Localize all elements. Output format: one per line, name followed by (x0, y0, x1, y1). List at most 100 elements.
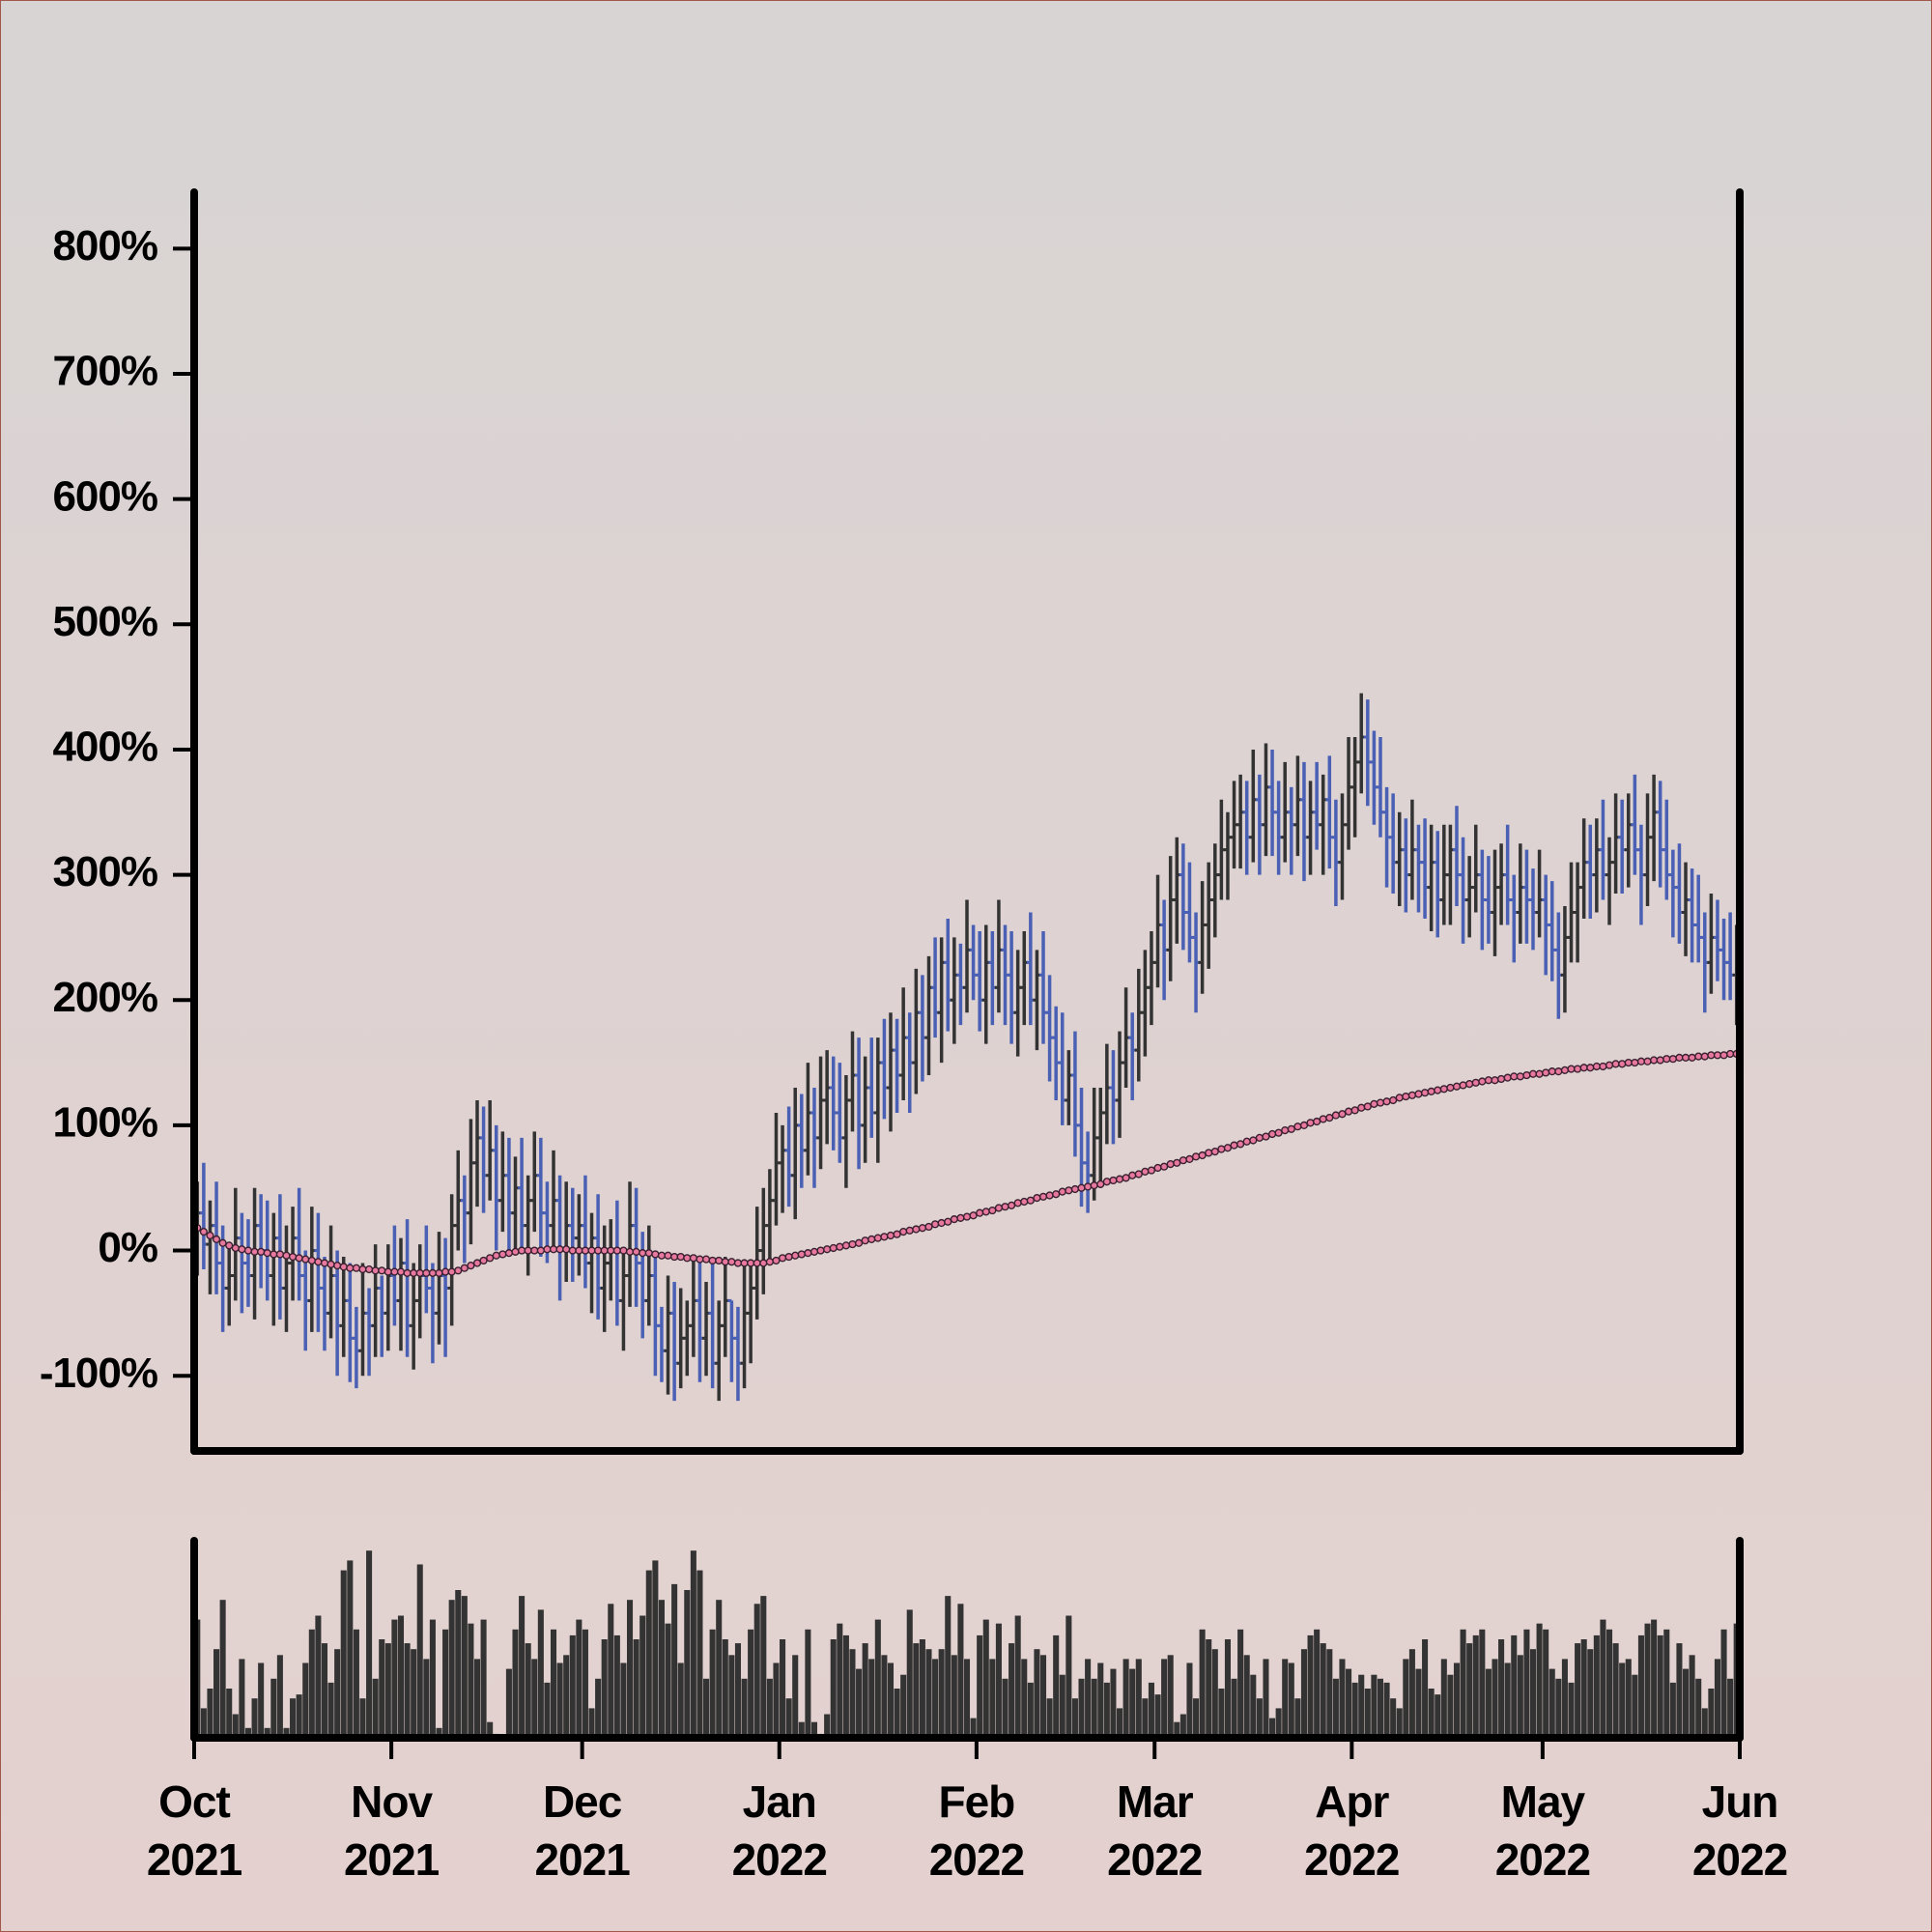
ma-dot (1293, 1122, 1302, 1131)
volume-bar (1714, 1659, 1720, 1738)
volume-bar (308, 1629, 315, 1738)
volume-bar (995, 1623, 1002, 1738)
volume-bar (1275, 1708, 1282, 1738)
volume-bar (1580, 1639, 1587, 1738)
ma-dot (600, 1246, 609, 1255)
volume-bar (1103, 1682, 1110, 1738)
volume-bar (1269, 1718, 1276, 1738)
volume-bar (525, 1643, 531, 1738)
ma-dot (689, 1254, 697, 1263)
ma-dot (1554, 1067, 1563, 1076)
ma-dot (1643, 1057, 1652, 1065)
ma-dot (358, 1264, 367, 1274)
ma-dot (454, 1266, 463, 1275)
volume-bar (1466, 1643, 1473, 1738)
ma-dot (270, 1250, 278, 1259)
ma-dot (1503, 1073, 1512, 1082)
volume-bar (1300, 1649, 1307, 1738)
volume-bar (1548, 1668, 1555, 1738)
volume-bar (792, 1655, 799, 1738)
ma-dot (1420, 1089, 1430, 1097)
volume-bar (1485, 1668, 1492, 1738)
volume-bar (849, 1649, 856, 1738)
volume-bar (1689, 1655, 1695, 1738)
ma-dot (492, 1251, 500, 1260)
volume-bar (1453, 1662, 1461, 1738)
ma-dot (1548, 1067, 1556, 1076)
ma-dot (759, 1259, 768, 1267)
volume-bar (1517, 1655, 1523, 1738)
volume-bar (645, 1570, 652, 1738)
y-tick-label: 500% (52, 598, 157, 645)
ma-dot (327, 1260, 335, 1268)
ma-dot (346, 1264, 355, 1272)
volume-bar (1371, 1674, 1378, 1738)
ma-dot (1605, 1061, 1614, 1069)
volume-bar (1415, 1668, 1422, 1738)
volume-bar (1575, 1643, 1581, 1738)
ma-dot (747, 1259, 755, 1267)
volume-bar (1243, 1655, 1250, 1738)
ma-dot (1382, 1097, 1391, 1106)
volume-bar (1193, 1698, 1200, 1738)
volume-bar (290, 1698, 297, 1738)
volume-bar (1091, 1678, 1097, 1738)
ma-dot (231, 1243, 240, 1253)
volume-bar (366, 1550, 373, 1738)
volume-bar (1027, 1682, 1034, 1738)
volume-bar (1129, 1668, 1136, 1738)
volume-bar (938, 1649, 945, 1738)
x-tick-label: Oct 2021 (146, 1776, 242, 1885)
volume-bar (1046, 1698, 1053, 1738)
ma-dot (1407, 1091, 1417, 1099)
volume-bar (327, 1682, 334, 1738)
volume-bar (1039, 1655, 1047, 1738)
volume-bar (219, 1600, 226, 1738)
volume-bar (1148, 1682, 1154, 1738)
ma-dot (1313, 1117, 1321, 1126)
volume-bar (1332, 1678, 1339, 1738)
volume-bar (894, 1689, 900, 1738)
volume-bar (411, 1649, 417, 1738)
ma-dot (498, 1250, 507, 1259)
ma-dot (1173, 1158, 1181, 1167)
ma-dot (1052, 1190, 1061, 1199)
y-tick-label: 0% (98, 1224, 157, 1271)
ma-dot (364, 1264, 374, 1274)
ma-dot (530, 1246, 539, 1255)
ma-dot (1058, 1187, 1066, 1196)
ma-dot (1631, 1058, 1639, 1067)
ma-dot (199, 1228, 208, 1236)
ma-dot (575, 1246, 583, 1255)
volume-bar (1498, 1639, 1505, 1738)
ma-dot (1688, 1053, 1696, 1062)
ma-dot (1001, 1203, 1009, 1211)
ma-dot (1516, 1072, 1524, 1081)
volume-bar (1263, 1659, 1269, 1738)
volume-bar (1167, 1655, 1174, 1738)
ma-dot (1389, 1095, 1398, 1105)
ma-dot (1414, 1090, 1423, 1098)
ma-dot (962, 1212, 972, 1221)
volume-bar (232, 1714, 239, 1738)
x-tick-label: Dec 2021 (534, 1776, 630, 1885)
volume-bar (372, 1678, 379, 1738)
ma-dot (1096, 1179, 1105, 1188)
y-tick-label: -100% (40, 1350, 157, 1397)
ma-dot (1376, 1098, 1385, 1107)
volume-bar (1294, 1698, 1301, 1738)
ma-dot (1210, 1148, 1219, 1156)
ma-dot (1675, 1053, 1684, 1062)
ma-dot (956, 1213, 965, 1222)
ma-dot (1656, 1056, 1664, 1065)
ma-dot (390, 1267, 399, 1276)
ma-dot (612, 1246, 621, 1255)
volume-bar (487, 1721, 494, 1738)
volume-bar (868, 1659, 875, 1738)
volume-bar (1326, 1649, 1333, 1738)
ma-dot (243, 1246, 253, 1255)
ma-dot (994, 1204, 1004, 1212)
ma-dot (250, 1247, 259, 1256)
volume-bar (830, 1639, 837, 1738)
ma-dot (848, 1239, 857, 1249)
